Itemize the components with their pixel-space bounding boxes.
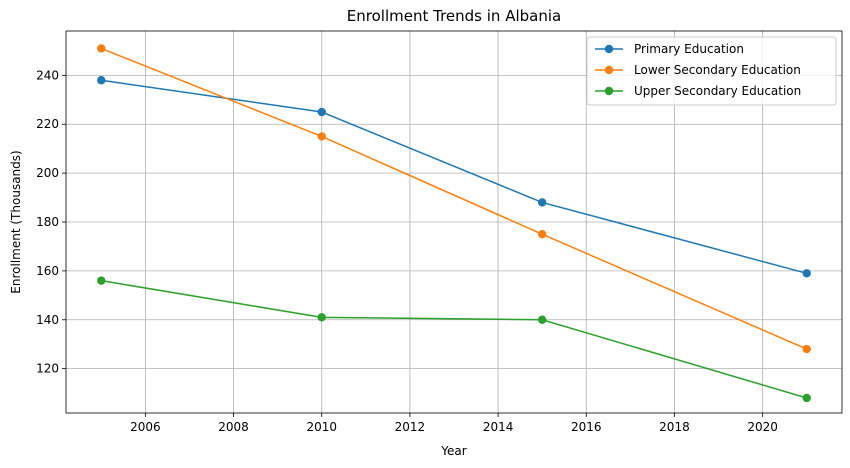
x-tick-label: 2012	[395, 420, 426, 434]
data-point	[802, 344, 811, 354]
y-tick-label: 220	[36, 117, 59, 131]
series-group	[97, 76, 811, 278]
series-line	[100, 47, 808, 350]
data-point	[317, 132, 326, 141]
legend-box	[586, 36, 837, 106]
x-tick-label: 2010	[306, 420, 337, 434]
y-tick-label: 180	[36, 215, 59, 229]
legend-label: Lower Secondary Education	[634, 63, 801, 77]
data-point	[537, 230, 547, 239]
series-group	[97, 44, 811, 354]
series-layer	[97, 44, 811, 403]
legend-entry: Lower Secondary Education	[595, 63, 801, 77]
data-point	[802, 393, 811, 403]
chart-title: Enrollment Trends in Albania	[347, 7, 561, 25]
series-line	[101, 79, 807, 275]
y-tick-label: 160	[36, 264, 59, 278]
x-tick-label: 2020	[747, 420, 778, 434]
data-point	[317, 107, 326, 117]
y-tick-label: 140	[36, 313, 59, 327]
legend: Primary Education Lower Secondary Educati…	[586, 36, 837, 106]
legend-swatch-marker	[604, 86, 614, 96]
y-tick-label: 200	[36, 166, 59, 180]
legend-entry: Primary Education	[595, 42, 744, 56]
data-point	[537, 198, 547, 207]
x-tick-label: 2008	[218, 420, 249, 434]
series-line	[101, 279, 807, 399]
data-point	[537, 315, 547, 324]
y-tick-label: 120	[36, 362, 59, 376]
data-point	[97, 76, 106, 85]
grid-lines	[66, 31, 842, 413]
data-point	[97, 44, 106, 53]
y-tick-label: 240	[36, 68, 59, 82]
legend-swatch-marker	[604, 44, 614, 54]
data-point	[317, 313, 326, 322]
axes: 2006 2008 2010 2012 2014 2016 2018 2020 120 140 16…	[36, 30, 843, 434]
x-tick-label: 2018	[659, 420, 690, 434]
data-point	[97, 276, 106, 285]
x-axis-label: Year	[440, 444, 466, 458]
x-tick-label: 2014	[483, 420, 514, 434]
x-tick-label: 2006	[130, 420, 161, 434]
legend-swatch-marker	[604, 65, 614, 75]
series-group	[97, 276, 811, 403]
data-point	[802, 269, 811, 278]
x-tick-label: 2016	[571, 420, 602, 434]
legend-entry: Upper Secondary Education	[595, 84, 801, 98]
y-axis-label: Enrollment (Thousands)	[9, 150, 23, 293]
legend-label: Primary Education	[634, 42, 744, 56]
legend-label: Upper Secondary Education	[634, 84, 801, 98]
